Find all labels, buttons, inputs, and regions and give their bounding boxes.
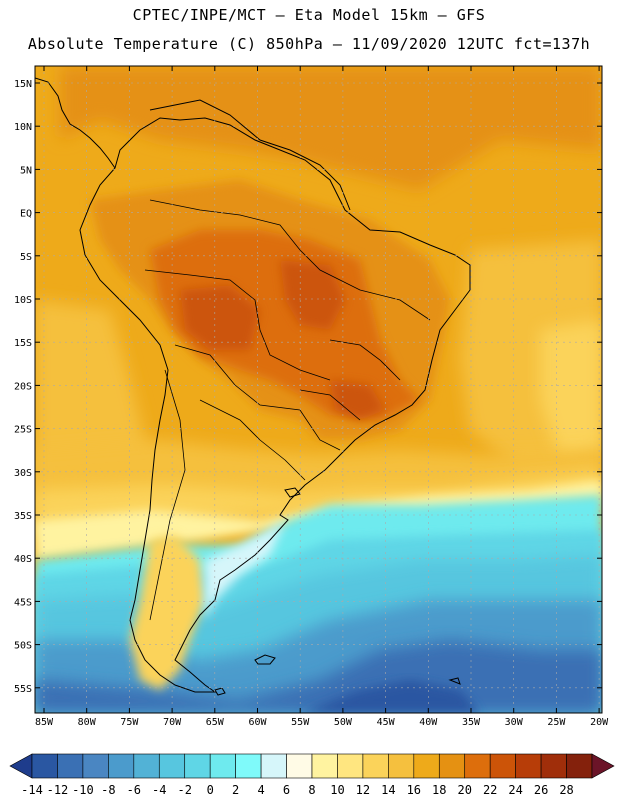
lat-tick-label: 15S [14, 338, 32, 349]
colorbar-swatch [133, 753, 160, 779]
lon-tick-label: 85W [35, 717, 54, 728]
lon-tick-label: 60W [248, 717, 267, 728]
colorbar-swatch [82, 753, 109, 779]
lon-tick-label: 40W [419, 717, 438, 728]
colorbar-swatch [464, 753, 491, 779]
lon-tick-label: 75W [120, 717, 139, 728]
colorbar-swatch [413, 753, 440, 779]
colorbar-level-label: -14 [21, 783, 43, 797]
colorbar-swatch [489, 753, 516, 779]
colorbar-level-label: 22 [483, 783, 497, 797]
colorbar-level-label: 2 [232, 783, 239, 797]
lat-tick-label: 40S [14, 554, 32, 565]
colorbar-swatch [286, 753, 313, 779]
colorbar-swatch [438, 753, 466, 779]
colorbar-level-label: 6 [283, 783, 290, 797]
colorbar-swatch [566, 753, 593, 779]
lon-tick-label: 55W [291, 717, 310, 728]
colorbar-min-arrow [9, 753, 33, 779]
colorbar-swatch [57, 753, 84, 779]
colorbar-swatch [337, 753, 364, 779]
colorbar-level-label: 20 [458, 783, 472, 797]
colorbar-level-label: -8 [101, 783, 115, 797]
colorbar-level-label: -12 [47, 783, 69, 797]
lat-tick-label: 20S [14, 381, 32, 392]
axis-ticks: 15N 10N 5N EQ 5S 10S 15S 20S 25S 30S 35S 40S 45S 50S 5… [14, 66, 609, 728]
colorbar-level-label: 26 [534, 783, 548, 797]
colorbar-level-label: -6 [127, 783, 141, 797]
colorbar-swatch [158, 753, 186, 779]
lon-tick-label: 50W [334, 717, 353, 728]
colorbar-swatch [235, 753, 262, 779]
lat-tick-label: 30S [14, 468, 32, 479]
colorbar-swatch [388, 753, 415, 779]
colorbar-swatch [540, 753, 567, 779]
lon-tick-label: 65W [206, 717, 225, 728]
colorbar-max-arrow [591, 753, 615, 779]
lon-tick-label: 30W [505, 717, 524, 728]
lon-tick-label: 35W [462, 717, 481, 728]
colorbar-swatch [311, 753, 338, 779]
colorbar-level-label: 4 [257, 783, 264, 797]
colorbar-swatch [362, 753, 389, 779]
colorbar-level-label: 16 [407, 783, 421, 797]
colorbar-level-label: 24 [508, 783, 522, 797]
colorbar-level-label: 28 [559, 783, 573, 797]
colorbar-level-label: 18 [432, 783, 446, 797]
colorbar-level-label: 8 [308, 783, 315, 797]
colorbar-level-label: -10 [72, 783, 94, 797]
lon-tick-label: 25W [547, 717, 566, 728]
lat-tick-label: EQ [20, 209, 32, 220]
colorbar-level-label: 14 [381, 783, 395, 797]
lat-tick-label: 55S [14, 684, 32, 695]
lat-tick-label: 10S [14, 295, 32, 306]
map-title: CPTEC/INPE/MCT – Eta Model 15km – GFS [132, 6, 486, 24]
colorbar-swatch [31, 753, 58, 779]
colorbar-swatch [515, 753, 542, 779]
lat-tick-label: 25S [14, 425, 32, 436]
colorbar-level-label: 10 [330, 783, 344, 797]
lat-tick-label: 5N [20, 165, 32, 176]
lon-tick-label: 45W [377, 717, 396, 728]
colorbar-level-label: 12 [356, 783, 370, 797]
lon-tick-label: 70W [163, 717, 182, 728]
colorbar-level-label: 0 [207, 783, 214, 797]
lat-tick-label: 15N [14, 79, 32, 90]
colorbar-swatch [209, 753, 236, 779]
map-frame [34, 65, 603, 714]
coastline [35, 77, 471, 696]
colorbar-level-label: -4 [152, 783, 166, 797]
colorbar-swatch [184, 753, 211, 779]
lat-tick-label: 45S [14, 597, 32, 608]
colorbar-swatch [108, 753, 135, 779]
lat-lon-grid [35, 66, 602, 713]
lat-tick-label: 50S [14, 641, 32, 652]
lat-tick-label: 10N [14, 122, 32, 133]
colorbar-level-label: -2 [178, 783, 192, 797]
lat-tick-label: 5S [20, 252, 32, 263]
lat-tick-label: 35S [14, 511, 32, 522]
colorbar: -14 -12 -10 -8 -6 -4 -2 0 2 4 6 8 10 12 14 16 18 20 22 24 26… [9, 753, 615, 797]
lon-tick-label: 80W [78, 717, 97, 728]
lon-tick-label: 20W [590, 717, 609, 728]
map-subtitle: Absolute Temperature (C) 850hPa – 11/09/… [27, 35, 591, 53]
temperature-field [35, 66, 602, 713]
colorbar-swatch [260, 753, 287, 779]
